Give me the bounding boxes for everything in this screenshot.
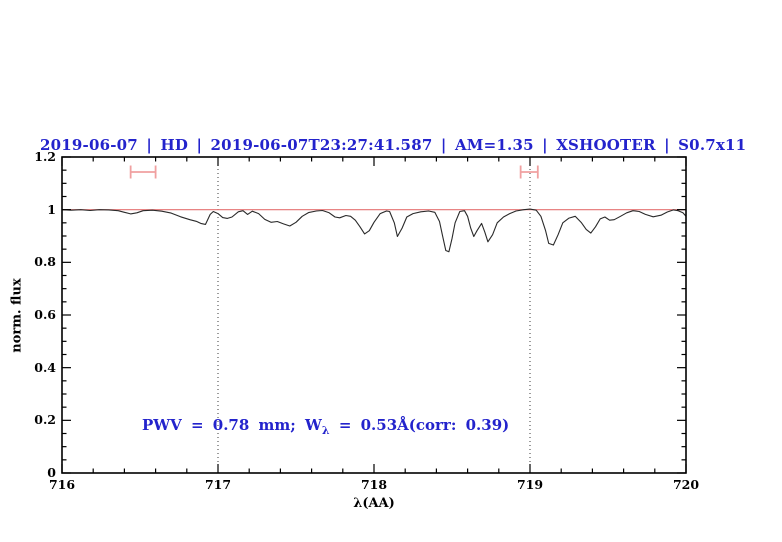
y-tick-label: 1 xyxy=(47,201,56,217)
plot-frame xyxy=(61,156,687,474)
y-tick-label: 0.2 xyxy=(34,412,56,428)
y-tick-label: 1.2 xyxy=(34,149,56,165)
x-tick-label: 717 xyxy=(204,477,232,492)
pwv-annotation-subscript: λ xyxy=(321,424,330,437)
y-tick-label: 0.8 xyxy=(34,254,56,270)
x-axis-label: λ(AA) xyxy=(353,496,395,511)
pwv-annotation-prefix: PWV = 0.78 mm; W xyxy=(142,416,322,434)
plot-title: 2019-06-07 | HD | 2019-06-07T23:27:41.58… xyxy=(40,136,747,154)
pwv-annotation: PWV = 0.78 mm; Wλ = 0.53Å(corr: 0.39) xyxy=(142,416,509,437)
y-tick-label: 0 xyxy=(47,465,56,481)
y-tick-label: 0.6 xyxy=(34,307,56,323)
x-tick-label: 716 xyxy=(48,477,76,492)
x-tick-label: 718 xyxy=(360,477,388,492)
x-tick-label: 720 xyxy=(672,477,700,492)
y-tick-label: 0.4 xyxy=(34,359,56,375)
pwv-annotation-suffix: = 0.53Å(corr: 0.39) xyxy=(329,416,510,434)
x-tick-label: 719 xyxy=(516,477,544,492)
spectrum-line xyxy=(61,208,687,253)
